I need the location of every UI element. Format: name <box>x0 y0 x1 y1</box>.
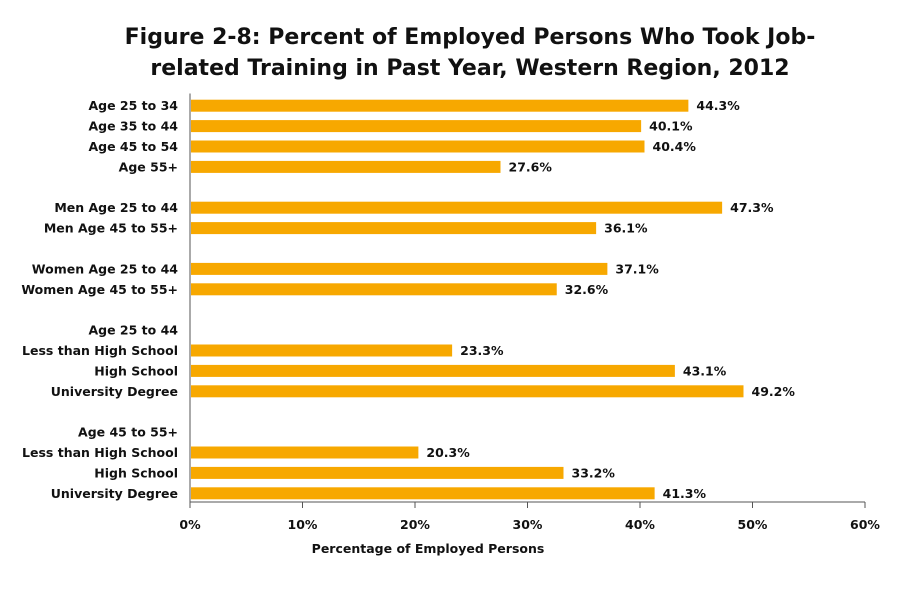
value-label: 43.1% <box>683 363 727 378</box>
category-label: High School <box>94 363 178 378</box>
value-label: 27.6% <box>509 159 553 174</box>
category-label: University Degree <box>51 486 178 501</box>
value-labels-group: 44.3%40.1% 40.4% 27.6% 47.3% 36.1% 37.1% 32.6%… <box>426 98 795 501</box>
bar <box>191 160 501 173</box>
value-label: 47.3% <box>730 200 774 215</box>
x-axis-title: Percentage of Employed Persons <box>312 541 545 556</box>
value-label: 20.3% <box>426 445 470 460</box>
bar <box>191 385 744 398</box>
bar <box>191 201 723 214</box>
value-label: 23.3% <box>460 343 504 358</box>
bar <box>191 262 608 275</box>
category-label: Age 35 to 44 <box>88 119 178 134</box>
bar <box>191 120 642 133</box>
bar <box>191 466 564 479</box>
x-tick-label: 60% <box>850 517 880 532</box>
bar <box>191 140 645 153</box>
x-tick-label: 20% <box>400 517 430 532</box>
x-tick-label: 30% <box>513 517 543 532</box>
category-label: Women Age 25 to 44 <box>32 261 178 276</box>
category-label: Age 25 to 44 <box>88 323 178 338</box>
value-label: 40.4% <box>653 139 697 154</box>
category-label: University Degree <box>51 384 178 399</box>
value-label: 41.3% <box>663 486 707 501</box>
category-label: Age 25 to 34 <box>88 98 178 113</box>
category-label: High School <box>94 465 178 480</box>
bar <box>191 99 689 112</box>
value-label: 36.1% <box>604 221 648 236</box>
bar <box>191 222 597 235</box>
bar <box>191 446 419 459</box>
value-label: 44.3% <box>696 98 740 113</box>
bar <box>191 364 675 377</box>
category-label: Less than High School <box>22 445 178 460</box>
category-label: Age 45 to 54 <box>88 139 178 154</box>
value-label: 40.1% <box>649 119 693 134</box>
category-label: Men Age 45 to 55+ <box>44 221 178 236</box>
x-tick-label: 50% <box>738 517 768 532</box>
bar <box>191 487 655 500</box>
category-label: Less than High School <box>22 343 178 358</box>
chart-title-wrap: Figure 2-8: Percent of Employed Persons … <box>0 22 900 84</box>
bars-group <box>191 99 744 500</box>
category-label: Age 55+ <box>119 159 178 174</box>
value-label: 37.1% <box>615 261 659 276</box>
x-tick-label: 10% <box>288 517 318 532</box>
chart-title: Figure 2-8: Percent of Employed Persons … <box>124 25 816 81</box>
x-tick-label: 0% <box>179 517 201 532</box>
x-tick-label: 40% <box>625 517 655 532</box>
bar <box>191 344 453 357</box>
value-label: 49.2% <box>752 384 796 399</box>
category-label: Men Age 25 to 44 <box>54 200 178 215</box>
axes-group: 0% 10% 20% 30% 40% 50% 60% <box>179 93 880 532</box>
category-label: Women Age 45 to 55+ <box>21 282 178 297</box>
category-label: Age 45 to 55+ <box>78 425 178 440</box>
value-label: 33.2% <box>572 465 616 480</box>
value-label: 32.6% <box>565 282 609 297</box>
bar <box>191 283 557 296</box>
category-labels-group: Age 25 to 34 Age 35 to 44 Age 45 to 54 Age … <box>21 98 178 501</box>
